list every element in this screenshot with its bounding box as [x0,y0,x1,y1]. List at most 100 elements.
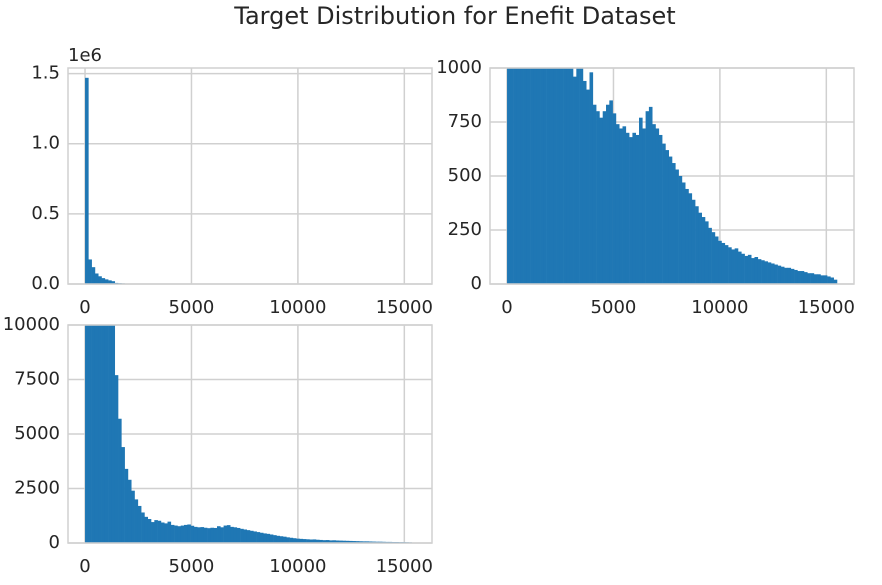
bar [774,264,778,284]
bar [104,325,109,543]
x-tick-label: 5000 [591,297,637,318]
bar [276,535,280,543]
bar [813,274,818,284]
bar [157,520,162,543]
bar [780,266,785,284]
bar [563,68,567,284]
bar [606,104,610,284]
bar [325,540,330,543]
bar [296,538,300,543]
axes-frame [67,67,433,285]
bar [355,541,360,543]
bar [339,540,343,543]
bar [569,68,574,284]
bar [546,68,551,284]
bar [253,531,257,543]
bar [645,111,650,284]
bar [217,526,221,543]
bar [688,193,693,284]
bar [609,100,613,284]
x-tick-label: 0 [79,297,90,318]
y-tick-label: 0 [471,273,482,294]
bar [516,68,521,284]
bar [345,540,350,543]
bar [309,539,313,543]
offset-label: 1e6 [68,45,102,66]
bar [335,540,340,543]
chart-title: Target Distribution for Enefit Dataset [233,2,675,30]
bar [111,325,116,543]
bar [177,526,182,543]
bar [273,535,277,543]
bar [549,68,554,284]
y-tick-label: 250 [448,219,482,240]
bar [226,525,231,543]
axes-frame [67,324,433,544]
bar [708,227,712,284]
bar [536,68,541,284]
bar [642,128,646,284]
bar [800,271,805,284]
bars [85,77,416,284]
bar [131,490,135,543]
bar [820,275,825,284]
bar [526,68,531,284]
bar [619,128,623,284]
bar [764,261,768,284]
bar [147,519,152,543]
bar [741,253,745,284]
y-tick-label: 2500 [14,478,60,499]
bar [615,124,620,284]
y-tick-label: 0 [49,532,60,553]
bar [556,68,561,284]
bar [167,521,172,543]
bar [734,248,739,284]
bar [141,512,145,543]
bar [777,265,782,284]
bar [230,526,234,543]
bar [833,279,838,284]
bar [790,268,795,284]
bar [510,68,514,284]
bar [794,269,798,284]
bar [533,68,538,284]
bar [803,272,808,284]
bar [98,325,102,543]
bar [127,479,132,543]
bar [602,111,607,284]
bar [266,533,271,543]
bar [250,530,254,543]
y-tick-label: 500 [448,165,482,186]
bar [104,279,109,284]
bar [286,537,290,543]
bar [200,527,205,543]
bar [282,536,287,543]
bar [632,132,637,284]
bar [88,259,92,284]
bar [137,505,142,543]
x-tick-label: 10000 [691,297,748,318]
bar [88,325,92,543]
bar [154,520,158,543]
bar [256,532,261,543]
bar [124,468,129,543]
bar [691,199,696,284]
bar [180,525,185,543]
bar [678,176,683,284]
x-tick-label: 5000 [169,297,215,318]
bar [579,68,584,284]
bar [85,77,89,284]
bar [724,245,729,284]
axes-frame [489,67,855,285]
bar [197,527,201,543]
bar [348,540,353,543]
bar [94,273,99,284]
bar [362,541,366,543]
bar [91,325,96,543]
bar [576,68,580,284]
bar [728,247,732,284]
bar [737,251,742,284]
bar [698,212,702,284]
bar [91,267,96,284]
